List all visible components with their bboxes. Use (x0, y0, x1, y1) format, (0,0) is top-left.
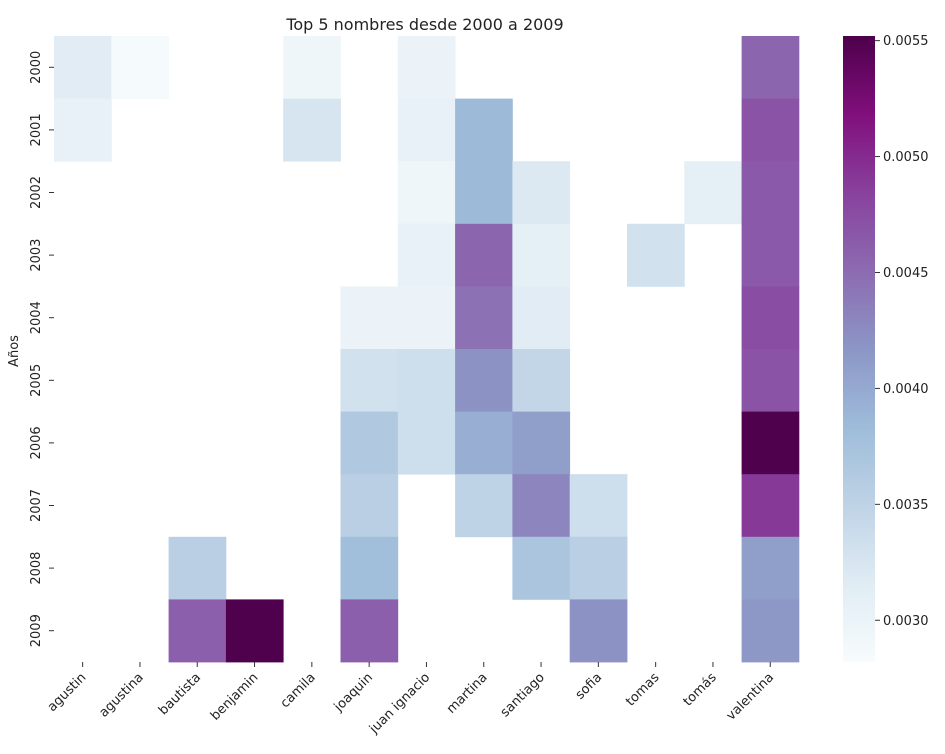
x-tick-label: sofia (573, 670, 605, 702)
x-tick-label: agustin (45, 670, 90, 715)
x-tick-label: agustina (96, 670, 146, 720)
colorbar-tick-label: 0.0035 (883, 498, 929, 513)
heatmap-cell (512, 286, 571, 350)
chart-title: Top 5 nombres desde 2000 a 2009 (285, 15, 563, 34)
y-tick-label: 2006 (29, 426, 44, 459)
x-tick-label: benjamin (208, 670, 261, 723)
heatmap-cell (283, 36, 341, 99)
colorbar-tick-label: 0.0040 (883, 382, 929, 397)
heatmap-cell (455, 98, 513, 162)
y-tick-label: 2002 (29, 176, 44, 209)
heatmap-cell (455, 286, 513, 350)
heatmap-cell (741, 536, 800, 600)
y-axis: 2000 2001 2002 2003 2004 2005 2006 2007 2008 2009 (29, 51, 54, 647)
heatmap-cell (569, 536, 628, 600)
heatmap-cell (283, 98, 341, 162)
heatmap-cell (741, 349, 800, 412)
heatmap-cell (741, 223, 800, 287)
x-tick-label: santiago (498, 670, 548, 720)
heatmap-cell (512, 161, 571, 225)
heatmap-cell (512, 349, 571, 412)
x-tick-label: juan ignacio (366, 670, 433, 737)
colorbar-tick-label: 0.0055 (883, 34, 929, 49)
y-tick-label: 2001 (29, 113, 44, 146)
heatmap-cell (168, 599, 227, 663)
heatmap-cell (455, 161, 513, 225)
heatmap-cell (111, 36, 169, 99)
heatmap-cell (397, 411, 456, 475)
heatmap-cell (397, 223, 456, 287)
heatmap-cell (397, 36, 456, 99)
heatmap-cell (741, 161, 800, 225)
heatmap-cell (340, 536, 399, 600)
heatmap-cell (627, 223, 685, 287)
x-tick-label: camila (278, 670, 319, 711)
heatmap-cell (741, 36, 800, 99)
y-tick-label: 2003 (29, 239, 44, 272)
heatmap-cell (741, 98, 800, 162)
heatmap-cell (741, 286, 800, 350)
y-tick-label: 2004 (29, 301, 44, 334)
heatmap-cell (397, 161, 456, 225)
y-tick-label: 2008 (29, 552, 44, 585)
colorbar-tick-label: 0.0050 (883, 150, 929, 165)
heatmap-cell (569, 599, 628, 663)
heatmap-cell (340, 286, 399, 350)
heatmap-cell (741, 411, 800, 475)
heatmap-cell (512, 223, 571, 287)
heatmap-cells (54, 36, 800, 663)
y-tick-label: 2009 (29, 614, 44, 647)
heatmap-cell (397, 349, 456, 412)
colorbar-ticks: 0.0030 0.0035 0.0040 0.0045 0.0050 0.0055 (875, 34, 929, 629)
heatmap-cell (455, 223, 513, 287)
y-tick-label: 2000 (29, 51, 44, 84)
heatmap-cell (455, 411, 513, 475)
x-tick-label: martina (444, 670, 491, 717)
colorbar (843, 36, 875, 662)
heatmap-cell (569, 474, 628, 538)
heatmap-cell (340, 599, 399, 663)
y-axis-label: Años (7, 335, 22, 367)
heatmap-cell (741, 599, 800, 663)
x-tick-label: bautista (156, 670, 204, 718)
heatmap-cell (512, 474, 571, 538)
heatmap-cell (512, 536, 571, 600)
heatmap-cell (340, 411, 399, 475)
heatmap-cell (455, 474, 513, 538)
y-tick-label: 2007 (29, 489, 44, 522)
colorbar-tick-label: 0.0045 (883, 266, 929, 281)
heatmap-cell (741, 474, 800, 538)
x-tick-label: joaquin (331, 670, 376, 715)
heatmap-cell (54, 98, 112, 162)
colorbar-tick-label: 0.0030 (883, 614, 929, 629)
heatmap-cell (397, 98, 456, 162)
heatmap-cell (512, 411, 571, 475)
x-axis: agustin agustina bautista benjamin camila joa… (45, 662, 777, 737)
heatmap-cell (455, 349, 513, 412)
heatmap-cell (54, 36, 112, 99)
heatmap-cell (168, 536, 227, 600)
heatmap-cell (684, 161, 742, 225)
heatmap-cell (340, 349, 399, 412)
x-tick-label: valentina (724, 670, 777, 723)
heatmap-cell (225, 599, 284, 663)
x-tick-label: tomás (681, 670, 720, 709)
heatmap-cell (397, 286, 456, 350)
y-tick-label: 2005 (29, 364, 44, 397)
heatmap-cell (340, 474, 399, 538)
x-tick-label: tomas (623, 670, 662, 709)
